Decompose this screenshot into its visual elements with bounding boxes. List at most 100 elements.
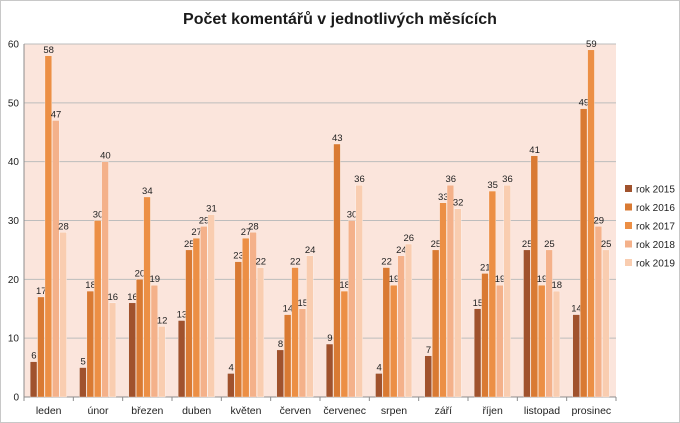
bar	[545, 249, 553, 398]
y-tick-label: 50	[8, 98, 20, 109]
bar	[207, 214, 215, 398]
bar	[284, 314, 292, 398]
x-tick-label: září	[435, 405, 453, 417]
data-label: 19	[495, 274, 506, 285]
data-label: 8	[278, 339, 283, 350]
y-tick-label: 40	[8, 157, 20, 168]
x-tick-label: únor	[87, 405, 109, 417]
data-label: 28	[248, 221, 259, 232]
data-label: 36	[445, 174, 456, 185]
bar	[150, 285, 158, 398]
data-label: 18	[552, 280, 563, 291]
data-label: 4	[377, 362, 382, 373]
data-label: 32	[453, 198, 464, 209]
bar	[333, 143, 341, 398]
bar	[602, 249, 610, 398]
bar	[37, 296, 45, 398]
data-label: 16	[108, 292, 119, 303]
data-label: 36	[354, 174, 365, 185]
bar	[143, 196, 151, 398]
bar	[185, 249, 193, 398]
bar	[340, 290, 348, 398]
bar	[375, 373, 383, 398]
data-label: 30	[93, 210, 104, 221]
bar	[86, 290, 94, 398]
bar	[276, 349, 284, 398]
data-label: 18	[339, 280, 350, 291]
bar	[481, 273, 489, 398]
bar	[44, 55, 52, 398]
data-label: 29	[593, 215, 604, 226]
bar	[390, 285, 398, 398]
x-tick-label: srpen	[381, 405, 407, 417]
bar	[79, 367, 87, 398]
data-label: 12	[157, 315, 168, 326]
data-label: 25	[522, 239, 533, 250]
bar	[59, 232, 67, 398]
y-tick-label: 60	[8, 40, 20, 51]
data-label: 36	[502, 174, 513, 185]
data-label: 4	[229, 362, 234, 373]
bar	[52, 120, 60, 398]
legend-swatch	[625, 203, 632, 211]
y-tick-label: 10	[8, 334, 20, 345]
bar	[594, 226, 602, 398]
x-tick-label: říjen	[482, 405, 503, 417]
bar	[192, 237, 200, 398]
x-tick-label: prosinec	[571, 405, 611, 417]
data-label: 17	[36, 286, 47, 297]
bar	[256, 267, 265, 398]
data-label: 24	[305, 245, 316, 256]
data-label: 20	[135, 268, 146, 279]
data-label: 15	[473, 298, 484, 309]
bar	[108, 302, 117, 398]
data-label: 18	[85, 280, 96, 291]
legend-swatch	[625, 222, 632, 229]
data-label: 35	[487, 180, 498, 191]
bar	[234, 261, 242, 398]
data-label: 19	[149, 274, 160, 285]
y-tick-label: 0	[13, 393, 19, 404]
bar	[128, 302, 136, 398]
x-tick-label: květen	[231, 405, 262, 417]
bar	[382, 267, 390, 398]
bar	[200, 226, 208, 398]
bar	[348, 220, 356, 398]
data-label: 58	[43, 45, 54, 56]
data-label: 27	[241, 227, 252, 238]
x-tick-label: leden	[36, 405, 62, 417]
data-label: 28	[58, 221, 69, 232]
data-label: 40	[100, 151, 111, 162]
x-tick-label: červenec	[323, 405, 366, 417]
data-label: 21	[480, 262, 491, 273]
bar	[298, 308, 306, 398]
data-label: 22	[381, 257, 392, 268]
bar	[404, 243, 413, 398]
bar	[523, 249, 531, 398]
bar	[496, 285, 504, 398]
legend-swatch	[625, 240, 632, 248]
data-label: 5	[81, 357, 86, 368]
bar	[326, 343, 334, 398]
bar	[242, 237, 250, 398]
data-label: 47	[51, 109, 62, 120]
bar	[580, 108, 588, 398]
data-label: 19	[389, 274, 400, 285]
data-label: 41	[529, 145, 540, 156]
legend-swatch	[625, 259, 632, 266]
data-label: 59	[586, 39, 597, 50]
data-label: 14	[283, 304, 294, 315]
bar	[488, 190, 496, 398]
data-label: 25	[184, 239, 195, 250]
y-tick-label: 30	[8, 216, 20, 227]
bar	[432, 249, 440, 398]
y-tick-label: 20	[8, 275, 20, 286]
legend-label: rok 2018	[636, 240, 675, 251]
x-tick-label: listopad	[524, 405, 560, 417]
bar	[572, 314, 580, 398]
bar	[291, 267, 299, 398]
bar	[474, 308, 482, 398]
bar	[355, 185, 363, 398]
